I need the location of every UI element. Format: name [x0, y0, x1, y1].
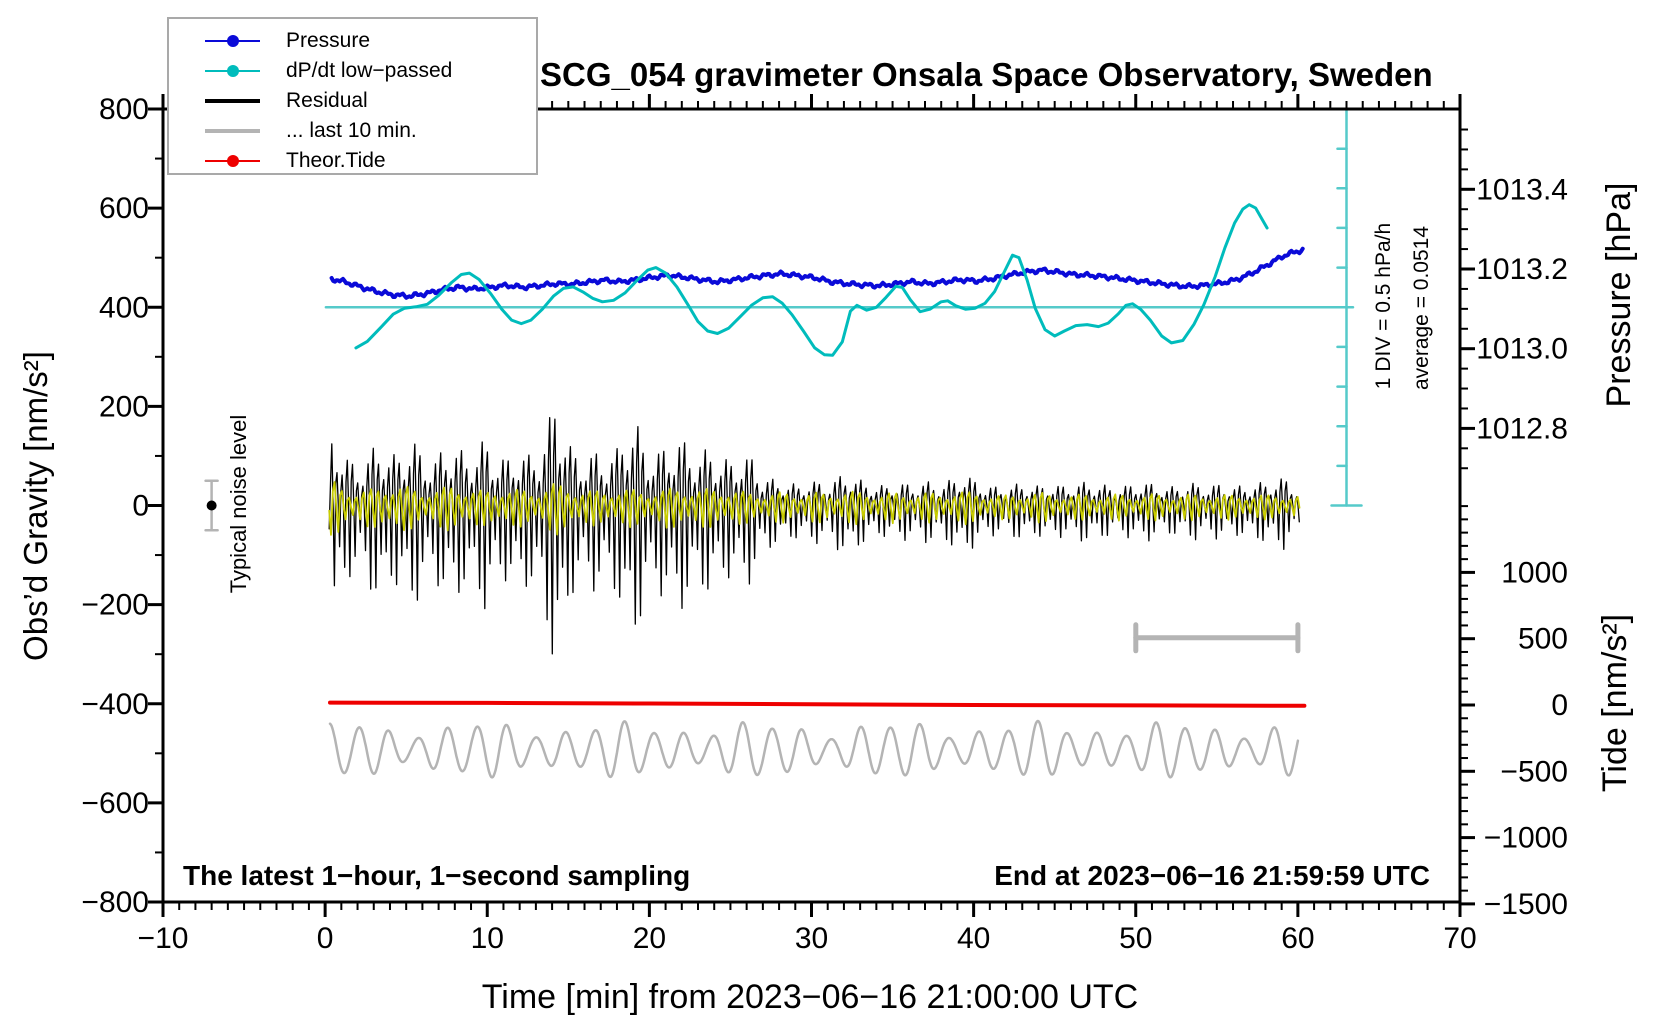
svg-text:−500: −500 [1500, 755, 1568, 788]
svg-text:200: 200 [99, 390, 149, 423]
svg-text:10: 10 [471, 922, 504, 955]
svg-text:−600: −600 [81, 787, 149, 820]
svg-text:30: 30 [795, 922, 828, 955]
pressure-axis-title: Pressure [hPa] [1600, 183, 1638, 408]
svg-text:1012.8: 1012.8 [1476, 412, 1568, 445]
legend-item-residual: Residual [169, 86, 536, 116]
sampling-note: The latest 1−hour, 1−second sampling [183, 860, 691, 891]
svg-text:1013.4: 1013.4 [1476, 173, 1568, 206]
svg-text:400: 400 [99, 291, 149, 324]
div-scale-note: 1 DIV = 0.5 hPa/h [1372, 223, 1395, 389]
svg-text:−400: −400 [81, 688, 149, 721]
data-series [204, 107, 1363, 779]
svg-text:0: 0 [317, 922, 334, 955]
series-theor-tide [328, 700, 1307, 708]
svg-text:−800: −800 [81, 886, 149, 919]
dpdt-line-swatch [205, 65, 260, 77]
pressure-line-swatch [205, 35, 260, 47]
legend-item-last10: ... last 10 min. [169, 116, 536, 146]
noise-marker-dot [206, 500, 217, 511]
svg-text:−1000: −1000 [1484, 822, 1568, 855]
svg-text:500: 500 [1518, 623, 1568, 656]
series-residual-recent-overlay [328, 481, 1301, 536]
svg-text:800: 800 [99, 93, 149, 126]
legend-item-pressure: Pressure [169, 26, 536, 56]
page-title: SCG_054 gravimeter Onsala Space Observat… [540, 56, 1433, 93]
average-note: average = 0.0514 [1410, 226, 1433, 390]
svg-text:−10: −10 [138, 922, 189, 955]
series-residual [328, 416, 1300, 655]
legend-item-theortide: Theor.Tide [169, 146, 536, 176]
series-pressure [329, 246, 1305, 300]
last10-line-swatch [205, 125, 260, 137]
svg-text:40: 40 [957, 922, 990, 955]
svg-text:20: 20 [633, 922, 666, 955]
svg-text:−1500: −1500 [1484, 888, 1568, 921]
svg-text:0: 0 [132, 490, 149, 523]
svg-text:−200: −200 [81, 589, 149, 622]
svg-text:600: 600 [99, 192, 149, 225]
svg-text:70: 70 [1443, 922, 1476, 955]
svg-text:60: 60 [1281, 922, 1314, 955]
series-last-10-min-residual-magnified- [328, 719, 1300, 779]
typical-noise-label: Typical noise level [226, 415, 251, 594]
svg-text:1013.2: 1013.2 [1476, 253, 1568, 286]
legend-item-dpdt: dP/dt low−passed [169, 56, 536, 86]
left-axis-title: Obs’d Gravity [nm/s²] [17, 351, 54, 661]
svg-text:0: 0 [1551, 689, 1568, 722]
plot-frame [161, 107, 1462, 904]
svg-text:1000: 1000 [1501, 556, 1568, 589]
series-dp-dt-low-passed [354, 203, 1269, 357]
end-time-note: End at 2023−06−16 21:59:59 UTC [994, 860, 1430, 891]
svg-text:1013.0: 1013.0 [1476, 333, 1568, 366]
tide-axis-title: Tide [nm/s²] [1596, 614, 1634, 792]
legend-box: Pressure dP/dt low−passed Residual ... l… [167, 17, 538, 175]
axis-tick-labels: −10 0 10 20 30 40 50 60 70 −800 −600 −400 −200 0 200 40… [81, 93, 1568, 955]
theortide-line-swatch [205, 155, 260, 167]
svg-text:50: 50 [1119, 922, 1152, 955]
bottom-axis-title: Time [min] from 2023−06−16 21:00:00 UTC [482, 978, 1138, 1016]
residual-line-swatch [205, 95, 260, 107]
